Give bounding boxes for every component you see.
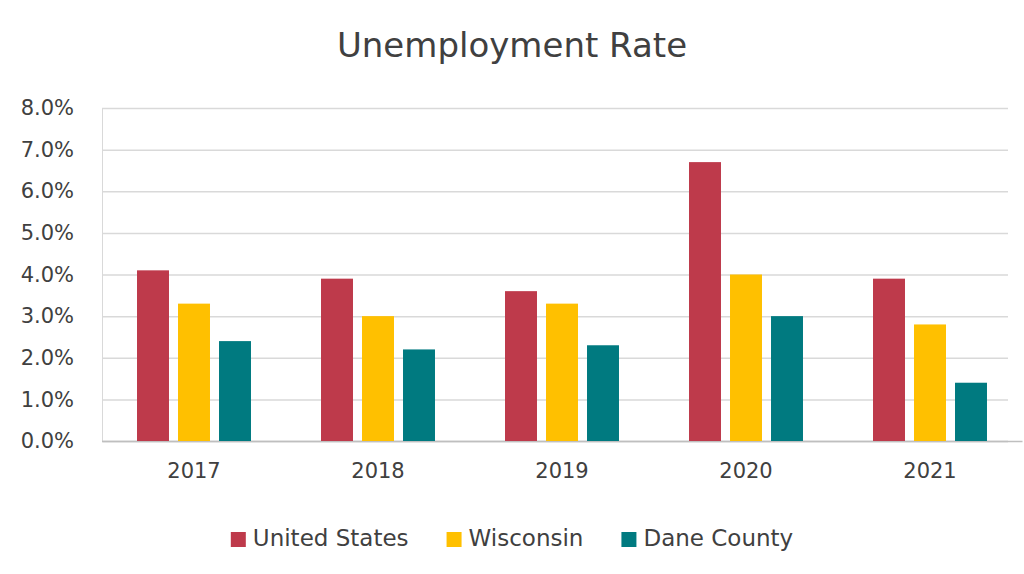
x-axis: 2017 2018 2019 2020 2021: [103, 441, 1023, 483]
y-tick: 5.0%: [21, 221, 1008, 245]
y-tick-label: 3.0%: [21, 304, 74, 328]
title: Unemployment Rate: [337, 25, 687, 65]
legend-label: Wisconsin: [469, 525, 584, 551]
bar: [873, 279, 905, 441]
x-tick-label: 2020: [719, 459, 772, 483]
x-tick-label: 2021: [903, 459, 956, 483]
x-tick-label: 2019: [535, 459, 588, 483]
x-tick: 2021: [903, 441, 956, 483]
legend-label: Dane County: [643, 525, 793, 551]
bar: [362, 316, 394, 441]
grid-line: [102, 108, 1008, 110]
y-tick-label: 5.0%: [21, 221, 74, 245]
bar: [403, 349, 435, 441]
x-tick: 2020: [719, 441, 772, 483]
bar: [587, 345, 619, 441]
bars: [137, 162, 987, 441]
legend-item: Dane County: [621, 525, 793, 551]
bar: [137, 270, 169, 441]
legend-item: Wisconsin: [447, 525, 584, 551]
legend-swatch: [231, 532, 246, 547]
x-tick-label: 2018: [351, 459, 404, 483]
series: [219, 316, 987, 441]
y-tick-label: 8.0%: [21, 96, 74, 120]
legend-item: United States: [231, 525, 409, 551]
series: [137, 162, 905, 441]
grid-line: [102, 191, 1008, 193]
y-axis: 0.0% 1.0% 2.0% 3.0% 4.0% 5.0% 6.0% 7.0% 8.0%: [21, 96, 1008, 453]
bar: [178, 304, 210, 441]
y-tick-label: 0.0%: [21, 429, 74, 453]
chart: Unemployment Rate 0.0% 1.0% 2.0% 3.0% 4.0% 5.0…: [0, 0, 1024, 574]
bar: [689, 162, 721, 441]
legend-label: United States: [253, 525, 409, 551]
legend-swatch: [447, 532, 462, 547]
bar: [219, 341, 251, 441]
x-tick: 2018: [351, 441, 404, 483]
x-tick: 2017: [167, 441, 220, 483]
y-tick-label: 1.0%: [21, 388, 74, 412]
bar: [546, 304, 578, 441]
bar: [771, 316, 803, 441]
legend: United States Wisconsin Dane County: [231, 525, 793, 551]
bar: [730, 275, 762, 442]
x-tick-label: 2017: [167, 459, 220, 483]
bar: [914, 324, 946, 441]
y-tick: 6.0%: [21, 179, 1008, 203]
y-tick-label: 6.0%: [21, 179, 74, 203]
y-tick: 7.0%: [21, 138, 1008, 162]
series: [178, 275, 946, 442]
bar: [955, 383, 987, 441]
grid-line: [102, 233, 1008, 235]
grid-line: [102, 274, 1008, 276]
x-tick: 2019: [535, 441, 588, 483]
legend-swatch: [621, 532, 636, 547]
y-tick: 8.0%: [21, 96, 1008, 120]
bar: [321, 279, 353, 441]
bar: [505, 291, 537, 441]
y-tick-label: 7.0%: [21, 138, 74, 162]
grid-line: [102, 149, 1008, 151]
y-axis-line: [103, 109, 1009, 442]
y-tick-label: 2.0%: [21, 346, 74, 370]
y-tick-label: 4.0%: [21, 263, 74, 287]
